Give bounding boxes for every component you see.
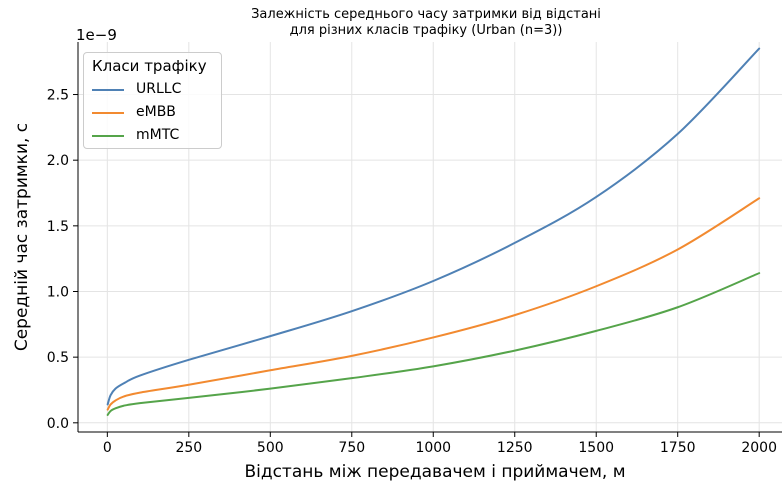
x-tick-label: 1250: [497, 440, 533, 456]
legend-swatch-mmtc: [92, 135, 124, 137]
y-axis-label: Середній час затримки, с: [12, 123, 32, 351]
ticks: 0 250 500 750 1000 1250 1500 1750 2000 0.0 0.5 1.0 1…: [47, 88, 777, 456]
y-tick-label: 1.5: [47, 219, 69, 235]
y-tick-label: 2.0: [47, 153, 69, 169]
x-axis-label: Відстань між передавачем і приймачем, м: [244, 462, 625, 482]
axes: [77, 42, 782, 433]
x-tick-label: 2000: [741, 440, 777, 456]
legend: Класи трафіку URLLC eMBB mMTC: [83, 52, 222, 149]
legend-label-embb: eMBB: [136, 104, 176, 120]
legend-item-embb: eMBB: [92, 103, 217, 123]
series-line-mmtc: [106, 272, 761, 416]
legend-swatch-embb: [92, 112, 124, 114]
x-tick-label: 750: [338, 440, 365, 456]
legend-item-urllc: URLLC: [92, 80, 217, 100]
series-line-embb: [106, 197, 761, 411]
y-tick-label: 1.0: [47, 284, 69, 300]
y-tick-label: 0.0: [47, 416, 69, 432]
x-tick-label: 500: [257, 440, 284, 456]
chart-subtitle: для різних класів трафіку (Urban (n=3)): [289, 23, 563, 38]
legend-title: Класи трафіку: [92, 57, 207, 75]
legend-item-mmtc: mMTC: [92, 126, 217, 146]
x-tick-label: 0: [103, 440, 112, 456]
y-tick-label: 0.5: [47, 350, 69, 366]
legend-label-mmtc: mMTC: [136, 127, 180, 143]
legend-swatch-urllc: [92, 89, 124, 91]
y-tick-label: 2.5: [47, 88, 69, 104]
x-tick-label: 1750: [660, 440, 696, 456]
series-line-urllc: [106, 47, 761, 406]
legend-label-urllc: URLLC: [136, 81, 182, 97]
x-tick-label: 1000: [415, 440, 451, 456]
chart-title: Залежність середнього часу затримки від …: [251, 7, 601, 22]
series-lines: [106, 47, 761, 416]
x-tick-label: 1500: [578, 440, 614, 456]
x-tick-label: 250: [175, 440, 202, 456]
y-axis-scale-label: 1e−9: [76, 26, 117, 44]
